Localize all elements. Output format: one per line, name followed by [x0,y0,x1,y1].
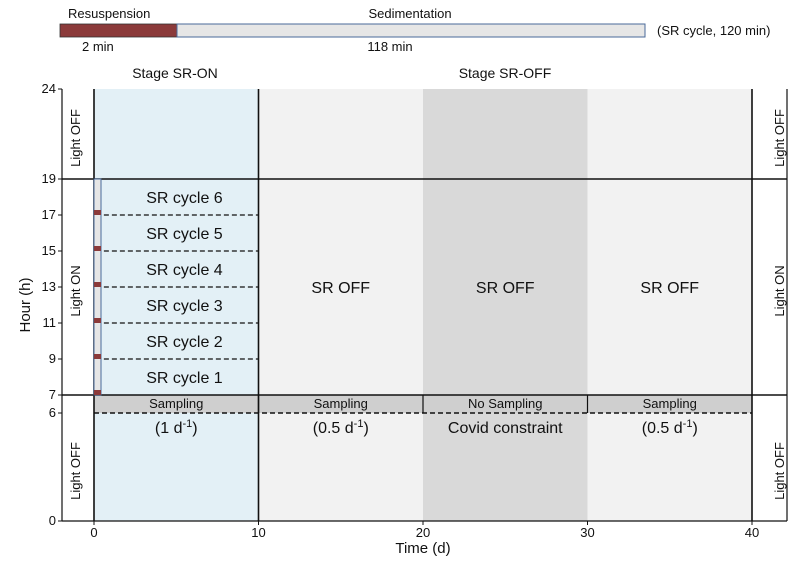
sampling-rate: (1 d-1) [155,418,198,437]
y-tick-label: 9 [49,351,56,366]
light-off-label: Light OFF [772,109,787,167]
light-off-label: Light OFF [772,442,787,500]
x-tick-label: 20 [416,525,430,540]
y-tick-label: 7 [49,387,56,402]
y-tick-label: 0 [49,513,56,528]
structure-lines [62,89,787,521]
x-tick-label: 10 [251,525,265,540]
sampling-label: Sampling [314,396,368,411]
x-tick-label: 40 [745,525,759,540]
light-on-label: Light ON [68,265,83,316]
sedimentation-label: Sedimentation [368,6,451,21]
resuspension-marker [94,210,101,215]
sr-cycle-label: SR cycle 2 [146,334,223,351]
stage-sr-on-background [94,89,259,521]
y-tick-label: 24 [42,81,56,96]
sedimentation-duration: 118 min [367,39,412,54]
light-off-label: Light OFF [68,442,83,500]
x-axis-label: Time (d) [395,540,450,557]
light-off-label: Light OFF [68,109,83,167]
resuspension-marker [94,282,101,287]
sr-off-label: SR OFF [640,280,699,297]
sampling-label: No Sampling [468,396,542,411]
sr-cycle-label: SR cycle 6 [146,190,223,207]
stage-sr-off-title: Stage SR-OFF [459,65,552,81]
sr-off-labels: SR OFF SR OFF SR OFF [311,280,699,297]
covid-constraint-background [423,89,588,521]
stage-sr-off-background-1 [258,89,423,521]
y-tick-label: 11 [43,315,57,330]
axes: 0 6 7 9 11 13 15 17 19 24 0 10 20 30 40 [42,81,788,540]
sampling-labels: Sampling (1 d-1) Sampling (0.5 d-1) No Sampl… [149,396,698,437]
x-tick-label: 30 [580,525,594,540]
y-axis-label: Hour (h) [17,277,34,332]
sampling-label: Sampling [149,396,203,411]
sr-cycle-label: SR cycle 1 [146,370,223,387]
resuspension-marker [94,354,101,359]
y-tick-label: 15 [42,243,56,258]
y-tick-label: 17 [42,207,56,222]
resuspension-marker [94,390,101,395]
resuspension-label: Resuspension [68,6,150,21]
stage-sr-off-background-3 [587,89,752,521]
light-labels: Light OFF Light ON Light OFF Light OFF Light… [68,109,787,500]
resuspension-marker [94,318,101,323]
sr-off-label: SR OFF [476,280,535,297]
sr-off-label: SR OFF [311,280,370,297]
y-tick-label: 13 [42,279,56,294]
sedimentation-segment [176,23,646,38]
resuspension-marker [94,246,101,251]
sampling-rate: (0.5 d-1) [313,418,369,437]
sr-cycle-label: SR cycle 3 [146,298,223,315]
sr-cycle-labels: SR cycle 1 SR cycle 2 SR cycle 3 SR cycle 4… [146,190,223,387]
sampling-label: Sampling [643,396,697,411]
cycle-bar: Resuspension Sedimentation 2 min 118 min… [59,6,770,54]
cycle-note: (SR cycle, 120 min) [657,23,770,38]
x-tick-label: 0 [90,525,97,540]
sampling-rate: Covid constraint [448,420,563,437]
sr-cycle-label: SR cycle 5 [146,226,223,243]
y-tick-label: 19 [42,171,56,186]
sampling-rate: (0.5 d-1) [642,418,698,437]
stage-sr-on-title: Stage SR-ON [132,65,218,81]
sr-cycle-label: SR cycle 4 [146,262,223,279]
y-tick-label: 6 [49,405,56,420]
resuspension-segment [59,23,178,38]
light-on-label: Light ON [772,265,787,316]
resuspension-duration: 2 min [82,39,114,54]
sr-cycle-timeline [93,178,102,396]
